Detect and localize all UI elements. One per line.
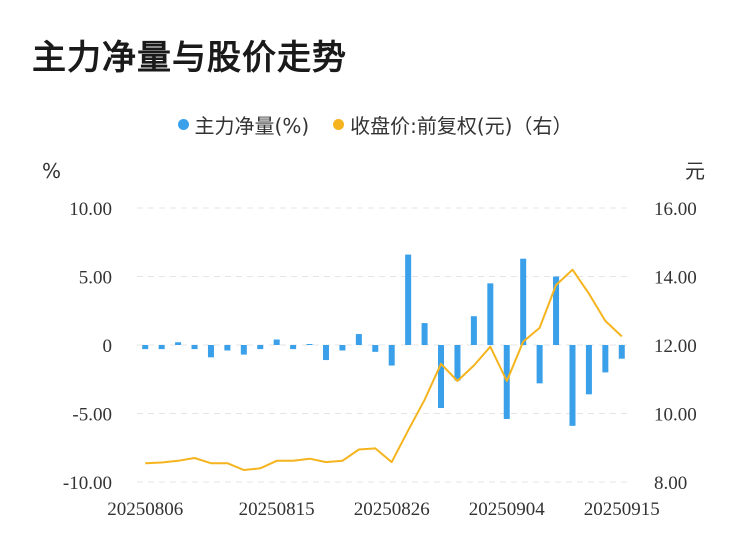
flow-bar	[158, 345, 165, 350]
flow-bar	[372, 345, 379, 352]
x-axis: 20250806 20250815 20250826 20250904 20250915	[107, 499, 660, 520]
flow-bar	[306, 344, 313, 345]
flow-bar	[405, 254, 412, 345]
right-axis-unit: 元	[685, 159, 705, 183]
flow-bar	[585, 345, 592, 395]
left-tick-label: -10.00	[63, 473, 112, 494]
legend-item-price[interactable]: 收盘价:前复权(元)（右）	[333, 110, 572, 139]
flow-bar	[339, 345, 346, 351]
price-series-line	[145, 268, 623, 471]
flow-bar	[322, 345, 329, 361]
flow-bar	[569, 345, 576, 426]
chart-title: 主力净量与股价走势	[32, 38, 347, 78]
left-tick-label: 10.00	[69, 199, 112, 220]
flow-bar	[240, 345, 247, 355]
left-axis: 10.00 5.00 0 -5.00 -10.00	[63, 199, 112, 494]
x-tick-label: 20250826	[354, 499, 430, 520]
x-tick-label: 20250815	[239, 499, 315, 520]
left-tick-label: 0	[103, 336, 113, 357]
x-tick-label: 20250806	[107, 499, 183, 520]
right-axis: 16.00 14.00 12.00 10.00 8.00	[654, 199, 697, 494]
x-tick-label: 20250904	[469, 499, 546, 520]
flow-bar	[602, 345, 609, 373]
legend-flow-label: 主力净量(%)	[194, 114, 310, 138]
flow-bars	[142, 254, 625, 426]
flow-bar	[438, 345, 445, 409]
flow-bar	[257, 345, 264, 350]
left-tick-label: 5.00	[79, 268, 112, 289]
right-tick-label: 16.00	[654, 199, 697, 220]
flow-bar	[421, 323, 428, 345]
flow-bar	[290, 345, 297, 350]
flow-bar	[355, 334, 362, 345]
flow-bar	[142, 345, 149, 350]
flow-bar	[207, 345, 214, 358]
flow-bar	[175, 342, 182, 345]
flow-dot-icon	[177, 119, 189, 130]
flow-bar	[536, 345, 543, 384]
left-axis-unit: %	[42, 159, 61, 183]
right-tick-label: 14.00	[654, 268, 697, 289]
x-tick-label: 20250915	[584, 499, 660, 520]
legend-item-flow[interactable]: 主力净量(%)	[177, 110, 310, 139]
right-tick-label: 12.00	[654, 336, 697, 357]
flow-bar	[487, 283, 494, 345]
right-tick-label: 8.00	[654, 473, 687, 494]
flow-bar	[618, 345, 625, 359]
flow-bar	[470, 316, 477, 345]
right-tick-label: 10.00	[654, 405, 697, 426]
price-dot-icon	[333, 119, 345, 130]
flow-bar	[273, 339, 280, 345]
flow-bar	[520, 258, 527, 345]
left-tick-label: -5.00	[72, 405, 112, 426]
flow-bar	[388, 345, 395, 366]
legend-price-label: 收盘价:前复权(元)（右）	[350, 114, 573, 138]
grid-lines	[137, 207, 630, 483]
flow-bar	[553, 276, 560, 345]
flow-bar	[191, 345, 198, 350]
legend: 主力净量(%) 收盘价:前复权(元)（右）	[0, 110, 750, 139]
flow-bar	[454, 345, 461, 381]
price-line	[145, 268, 623, 471]
flow-bar	[224, 345, 231, 351]
